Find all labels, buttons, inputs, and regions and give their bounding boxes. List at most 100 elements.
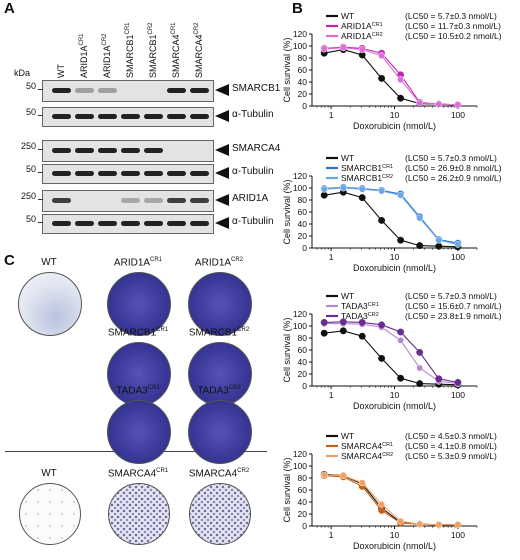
legend-lc50: (LC50 = 4.1±0.8 nmol/L) — [405, 441, 497, 451]
y-tick-label: 40 — [298, 77, 308, 87]
legend-entry: ARID1ACR1 — [341, 21, 383, 31]
legend-entry: WT — [341, 153, 354, 163]
x-axis-label: Doxorubicin (nmol/L) — [353, 121, 436, 131]
x-tick-label: 10 — [390, 110, 400, 120]
label-superscript: CR2 — [231, 257, 244, 263]
legend-entry: SMARCA4CR1 — [341, 441, 393, 451]
colony-plate — [189, 483, 251, 545]
label-text: SMARCB1 — [125, 34, 135, 78]
y-tick-label: 20 — [298, 89, 308, 99]
data-point — [435, 375, 443, 383]
kda-marker: 50 — [25, 164, 36, 174]
legend-entry: TADA3CR2 — [341, 311, 379, 321]
data-point — [320, 45, 328, 53]
x-tick-label: 10 — [390, 390, 400, 400]
data-point — [378, 506, 386, 514]
x-tick-label: 100 — [451, 530, 465, 540]
data-point — [397, 94, 405, 102]
data-point — [435, 100, 443, 108]
data-point — [320, 471, 328, 479]
blot-arrow — [215, 110, 229, 122]
label-text: TADA3 — [197, 385, 229, 397]
plate-label: ARID1ACR1 — [93, 257, 183, 268]
data-point — [358, 332, 366, 340]
y-axis-label: Cell survival (%) — [282, 179, 292, 244]
blot-band — [98, 220, 117, 226]
label-superscript: CR2 — [237, 327, 250, 333]
legend-series-sup: CR1 — [372, 22, 383, 28]
legend-entry: SMARCB1CR2 — [341, 173, 393, 183]
x-tick-label: 1 — [329, 252, 334, 262]
data-point — [397, 374, 405, 382]
series-line — [324, 186, 459, 244]
y-tick-label: 120 — [293, 449, 307, 459]
legend-lc50: (LC50 = 5.7±0.3 nmol/L) — [405, 11, 497, 21]
lane-label: SMARCB1CR2 — [148, 22, 158, 78]
y-tick-label: 20 — [298, 369, 308, 379]
legend-series-sup: CR1 — [368, 302, 379, 308]
data-point — [320, 191, 328, 199]
legend-lc50: (LC50 = 5.7±0.3 nmol/L) — [405, 153, 497, 163]
label-text: SMARCA4 — [107, 468, 157, 480]
blot-band — [144, 220, 163, 226]
colony-plate — [107, 400, 171, 464]
blot-band — [190, 113, 209, 119]
y-tick-label: 100 — [293, 41, 307, 51]
legend-lc50: (LC50 = 26.9±0.8 nmol/L) — [405, 163, 502, 173]
lane-label: WT — [56, 64, 66, 78]
data-point — [339, 44, 347, 52]
kda-tick — [38, 115, 43, 116]
y-tick-label: 0 — [302, 521, 307, 531]
panel-letter-b: B — [292, 0, 303, 17]
blot-band — [75, 170, 94, 176]
data-point — [454, 101, 462, 109]
blot-band — [121, 197, 140, 203]
blot-band — [75, 147, 94, 153]
blot-band — [52, 113, 71, 119]
label-text: SMARCA4 — [188, 468, 238, 480]
x-tick-label: 100 — [451, 110, 465, 120]
data-point — [320, 329, 328, 337]
kda-tick — [38, 199, 43, 200]
legend-series-name: WT — [341, 153, 354, 163]
colony-plate — [188, 400, 252, 464]
label-text: ARID1A — [102, 45, 112, 78]
blot-protein-label: α-Tubulin — [232, 216, 274, 227]
y-tick-label: 120 — [293, 29, 307, 39]
blot-band — [121, 170, 140, 176]
data-point — [339, 318, 347, 326]
blot-band — [144, 113, 163, 119]
legend-series-sup: CR1 — [382, 164, 393, 170]
series-line — [324, 49, 458, 106]
plate-label: TADA3CR1 — [93, 385, 183, 396]
colony-plate — [188, 342, 252, 406]
legend-series-name: ARID1A — [341, 31, 372, 41]
data-point — [416, 242, 424, 250]
y-tick-label: 100 — [293, 321, 307, 331]
data-point — [378, 216, 386, 224]
blot-arrow — [215, 217, 229, 229]
legend-series-sup: CR1 — [382, 442, 393, 448]
blot-band — [98, 170, 117, 176]
x-axis-label: Doxorubicin (nmol/L) — [353, 401, 436, 411]
label-superscript: CR1 — [79, 33, 85, 46]
label-text: TADA3 — [116, 385, 148, 397]
kda-marker: 250 — [20, 141, 36, 151]
y-tick-label: 40 — [298, 219, 308, 229]
blot-band — [144, 147, 163, 153]
kda-unit-label: kDa — [14, 68, 31, 78]
lane-label: SMARCA4CR2 — [194, 22, 204, 78]
blot-band — [121, 147, 140, 153]
legend-series-name: WT — [341, 431, 354, 441]
blot-band — [52, 220, 71, 226]
blot-band — [144, 197, 163, 203]
series-line — [324, 46, 458, 106]
data-point — [416, 364, 424, 372]
y-tick-label: 20 — [298, 509, 308, 519]
blot-band — [167, 220, 186, 226]
legend-entry: TADA3CR1 — [341, 301, 379, 311]
dose-response-charts: WT (LC50 = 5.7±0.3 nmol/L)ARID1ACR1 (LC50 … — [282, 11, 502, 551]
label-text: SMARCB1 — [107, 327, 157, 339]
data-point — [339, 184, 347, 192]
data-point — [378, 354, 386, 362]
